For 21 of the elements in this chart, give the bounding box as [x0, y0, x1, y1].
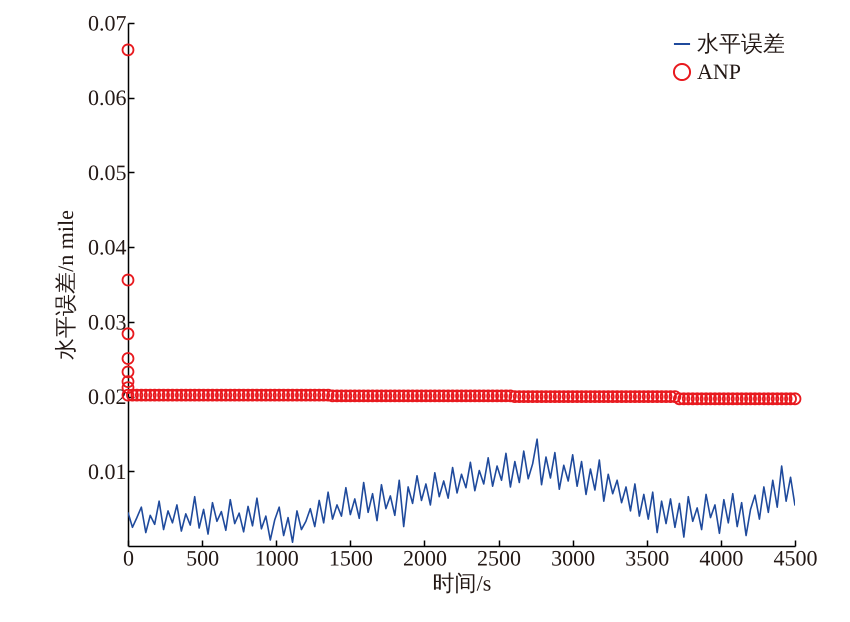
y-tick-label: 0.06 [88, 85, 126, 110]
y-tick-label: 0.03 [88, 309, 126, 334]
line-series [128, 438, 795, 544]
x-tick-label: 1000 [254, 546, 299, 570]
y-tick-label: 0.04 [88, 234, 126, 260]
x-tick-label: 3000 [551, 546, 596, 570]
y-axis-title: 水平误差/n mile [53, 210, 78, 360]
y-tick-label: 0.07 [88, 10, 126, 36]
x-tick-label: 4500 [774, 546, 818, 570]
y-tick-label: 0.05 [88, 160, 126, 185]
legend-label: ANP [697, 59, 742, 84]
x-tick-label: 500 [186, 546, 220, 570]
x-tick-label: 2000 [402, 546, 447, 570]
x-tick-label: 3500 [625, 546, 670, 570]
legend-label: 水平误差 [697, 31, 785, 56]
x-tick-label: 1500 [328, 546, 373, 570]
y-tick-label: 0.01 [88, 458, 126, 484]
x-tick-label: 4000 [699, 546, 744, 570]
x-tick-label: 0 [123, 546, 134, 570]
x-tick-label: 2500 [477, 546, 522, 570]
x-axis-title: 时间/s [432, 570, 492, 596]
